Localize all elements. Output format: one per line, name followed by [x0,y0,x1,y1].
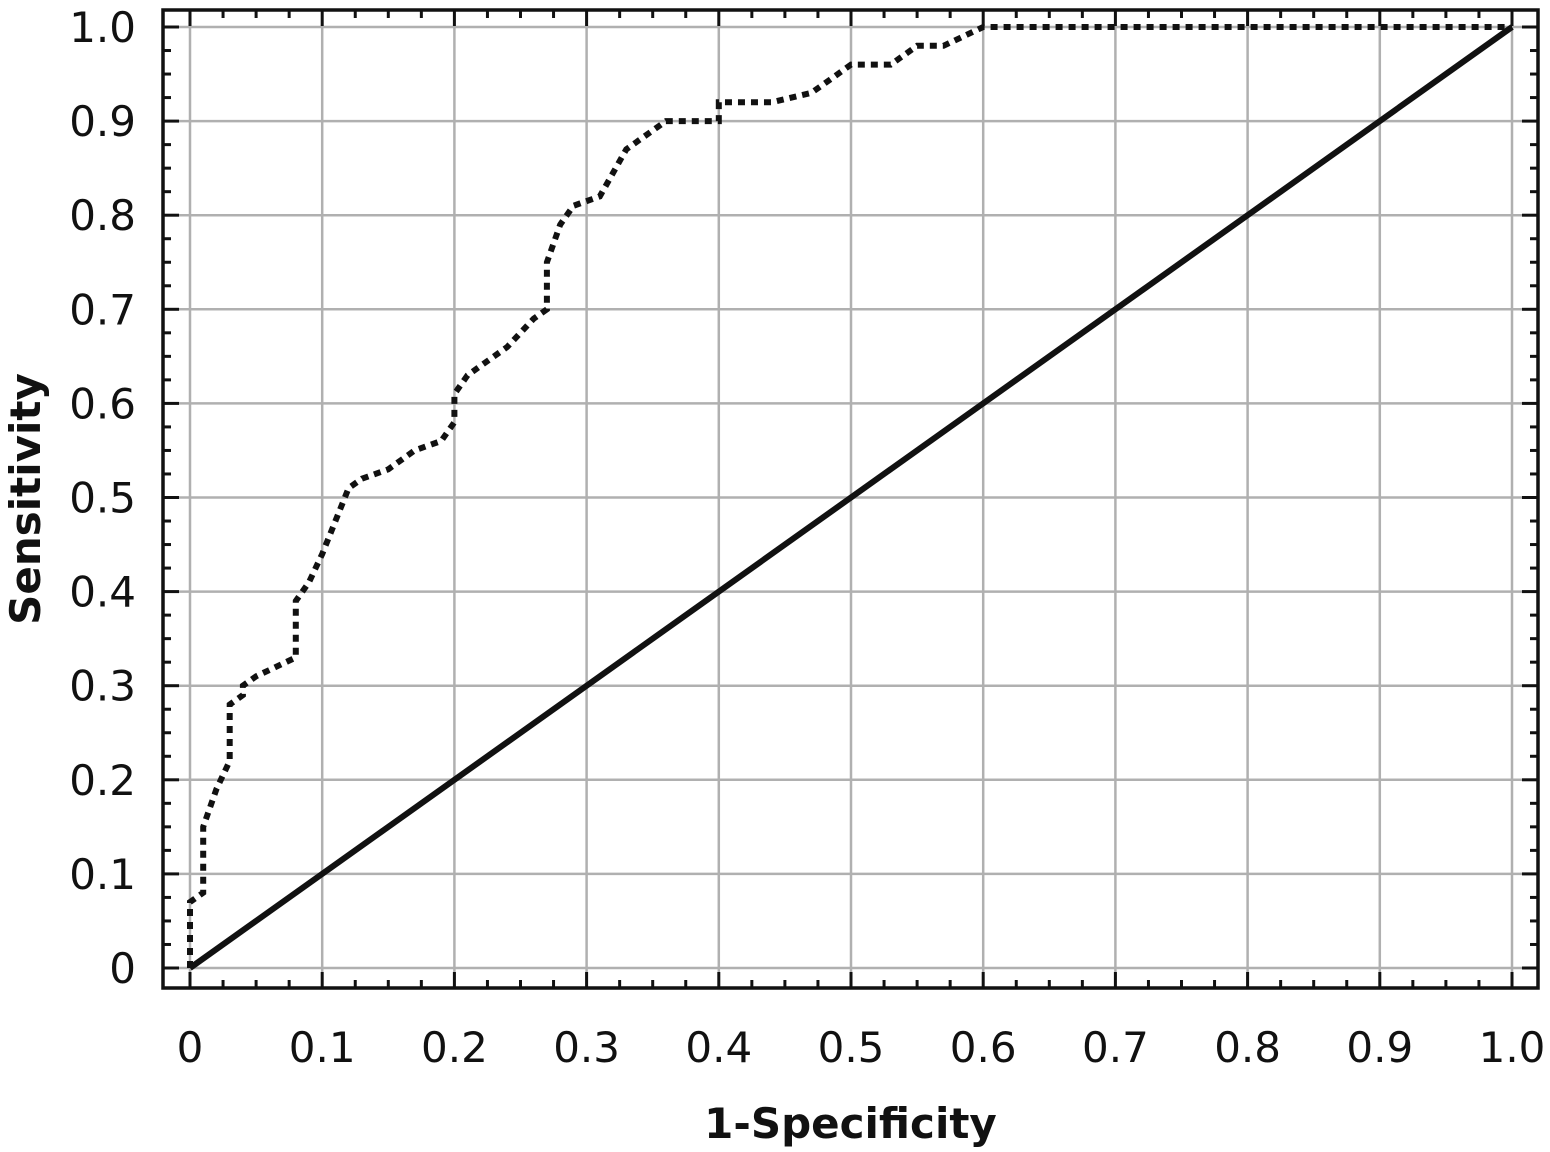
x-tick-labels: 0 0.1 0.2 0.3 0.4 0.5 0.6 0.7 0.8 0.9 1.0 [177,1023,1546,1072]
x-tick-label: 0.7 [1082,1023,1149,1072]
y-tick-label: 0.4 [69,568,136,617]
x-tick-label: 0.6 [950,1023,1017,1072]
y-tick-labels: 0 0.1 0.2 0.3 0.4 0.5 0.6 0.7 0.8 0.9 1.0 [69,3,136,993]
series-layer [187,24,1514,971]
reference-diagonal-line [188,24,1514,971]
y-tick-label: 0.7 [69,285,136,334]
y-tick-label: 0.2 [69,756,136,805]
x-tick-label: 1.0 [1479,1023,1546,1072]
y-tick-label: 0.8 [69,191,136,240]
y-tick-label: 0.9 [69,97,136,146]
x-tick-label: 0.1 [289,1023,356,1072]
x-tick-label: 0.5 [818,1023,885,1072]
x-tick-label: 0.8 [1214,1023,1281,1072]
y-axis-title: Sensitivity [1,373,50,625]
y-tick-label: 1.0 [69,3,136,52]
x-tick-label: 0.3 [553,1023,620,1072]
y-tick-label: 0.5 [69,474,136,523]
y-tick-label: 0.6 [69,379,136,428]
plot-frame [161,8,1540,990]
x-tick-label: 0.4 [685,1023,752,1072]
y-tick-label: 0.1 [69,850,136,899]
y-tick-label: 0.3 [69,662,136,711]
x-tick-label: 0.9 [1346,1023,1413,1072]
roc-curve-line [187,24,1512,968]
x-tick-label: 0.2 [421,1023,488,1072]
y-tick-label: 0 [109,944,136,993]
x-axis-title: 1-Specificity [704,1099,997,1148]
x-tick-label: 0 [177,1023,204,1072]
